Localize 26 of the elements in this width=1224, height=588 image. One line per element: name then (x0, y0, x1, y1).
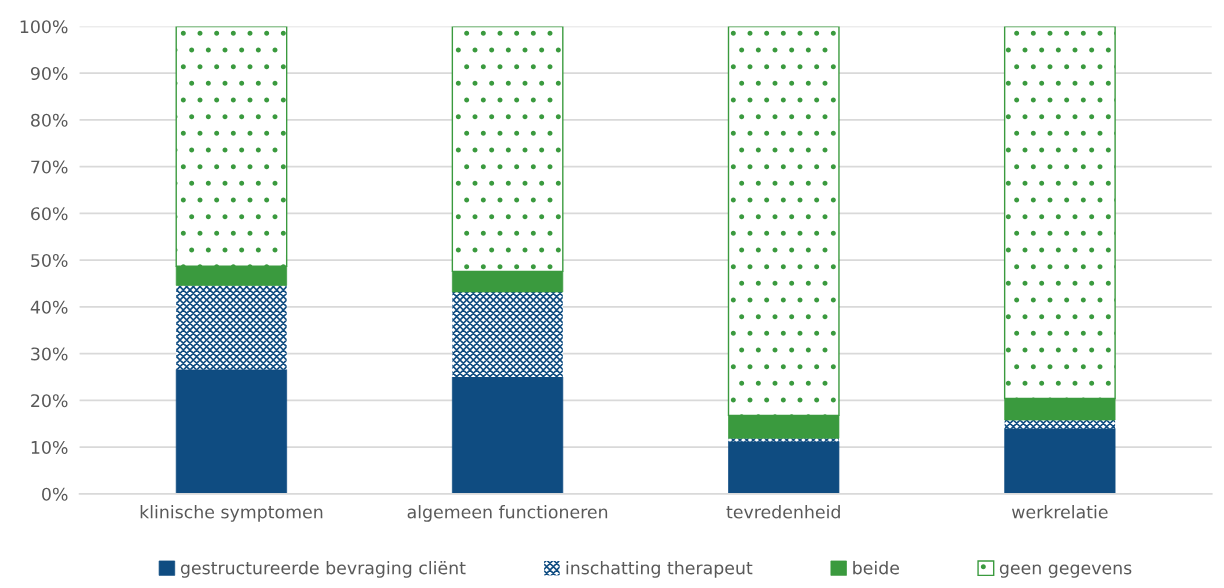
legend-label: gestructureerde bevraging cliënt (180, 560, 466, 578)
y-tick-label: 70% (31, 160, 68, 174)
bar (1004, 428, 1116, 494)
legend-label: inschatting therapeut (566, 560, 753, 578)
y-tick-label: 30% (31, 347, 68, 361)
y-tick-label: 10% (31, 440, 68, 455)
y-tick-label: 50% (31, 253, 68, 268)
legend-label: geen gegevens (999, 564, 1132, 578)
y-tick-label: 80% (31, 113, 68, 127)
bar (728, 438, 839, 442)
legend-label: beide (853, 560, 900, 575)
y-tick-label: 0% (42, 487, 68, 501)
bar (452, 291, 563, 378)
x-tick-label: algemeen functioneren (407, 505, 608, 522)
y-tick-label: 90% (30, 66, 68, 81)
x-tick-label: klinische symptomen (140, 505, 323, 522)
x-tick-label: tevredenheid (726, 505, 840, 519)
y-tick-label: 40% (30, 300, 68, 314)
bar (176, 285, 287, 370)
y-tick-label: 20% (31, 394, 68, 408)
bar (175, 369, 288, 494)
y-tick-label: 60% (31, 207, 68, 221)
bar (728, 441, 840, 494)
bar (452, 376, 564, 494)
x-tick-label: werkrelatie (1011, 505, 1108, 519)
y-tick-label: 100% (20, 20, 68, 34)
